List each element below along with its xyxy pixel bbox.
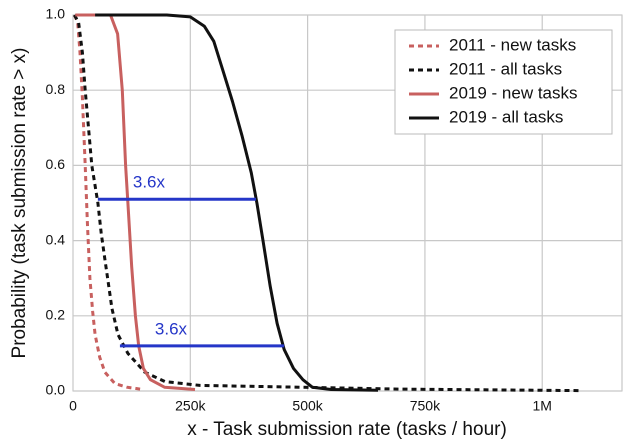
- x-tick-label: 0: [69, 398, 77, 414]
- annotation-label: 3.6x: [133, 173, 166, 192]
- y-tick-label: 0.0: [46, 382, 66, 398]
- y-tick-label: 0.8: [46, 81, 66, 97]
- x-tick-label: 500k: [292, 398, 323, 414]
- y-tick-label: 1.0: [46, 6, 66, 22]
- series-line: [95, 13, 379, 392]
- y-tick-label: 0.6: [46, 156, 66, 172]
- legend-label: 2019 - all tasks: [449, 107, 563, 126]
- x-tick-label: 1M: [533, 398, 552, 414]
- series-line: [73, 14, 141, 391]
- series-line: [73, 14, 580, 393]
- annotation-label: 3.6x: [155, 319, 188, 338]
- x-tick-label: 250k: [175, 398, 206, 414]
- legend-label: 2019 - new tasks: [449, 83, 578, 102]
- x-tick-label: 750k: [410, 398, 441, 414]
- y-tick-label: 0.2: [46, 307, 66, 323]
- y-axis-label: Probability (task submission rate > x): [9, 48, 30, 359]
- series-line: [75, 13, 196, 391]
- legend-label: 2011 - all tasks: [449, 59, 562, 78]
- y-tick-label: 0.4: [46, 231, 66, 247]
- legend-label: 2011 - new tasks: [449, 35, 576, 54]
- x-axis-label: x - Task submission rate (tasks / hour): [187, 419, 507, 440]
